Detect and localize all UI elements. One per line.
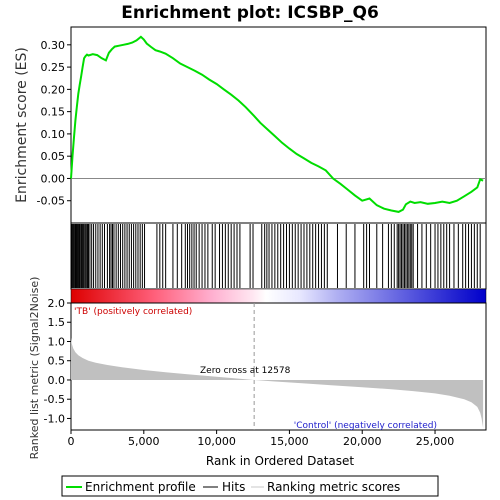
metric-plot-frame [70,302,487,431]
es-y-tick-label: 0.30 [41,39,66,52]
metric-y-tick-label: 1.0 [48,335,66,348]
negative-correlated-label: 'Control' (negatively correlated) [294,421,437,431]
x-tick-label: 20,000 [343,435,382,448]
x-ticks: 0 5,000 10,000 15,000 20,000 25,000 [68,430,455,448]
metric-panel: 2.0 1.5 1.0 0.5 0.0 -0.5 -1.0 0 5,000 10,000 15,0… [28,277,487,468]
x-axis-label: Rank in Ordered Dataset [206,454,354,468]
es-y-ticks: 0.30 0.25 0.20 0.15 0.10 0.05 0.00 -0.05 [37,39,71,208]
metric-y-ticks: 2.0 1.5 1.0 0.5 0.0 -0.5 -1.0 [44,297,71,425]
es-y-tick-label: 0.05 [41,150,66,163]
chart-title: Enrichment plot: ICSBP_Q6 [121,3,379,23]
es-y-axis-label: Enrichment score (ES) [14,47,30,203]
es-plot-frame [70,26,487,224]
legend-label-enrichment: Enrichment profile [85,480,196,494]
es-y-tick-label: 0.10 [41,128,66,141]
legend-box [61,475,439,497]
es-y-tick-label: 0.20 [41,83,66,96]
metric-y-axis-label: Ranked list metric (Signal2Noise) [28,277,41,460]
enrichment-profile-line [70,35,484,213]
hits-panel [70,222,487,304]
legend: Enrichment profile Hits Ranking metric s… [61,475,439,497]
metric-y-tick-label: -0.5 [44,393,65,406]
metric-y-tick-label: 2.0 [48,297,66,310]
x-tick-label: 0 [68,435,75,448]
es-y-tick-label: -0.05 [37,195,65,208]
metric-y-tick-label: 0.0 [48,374,66,387]
hit-markers [71,224,481,288]
metric-y-tick-label: -1.0 [44,412,65,425]
es-y-tick-label: 0.00 [41,172,66,185]
rank-color-bar [70,288,487,304]
zero-cross-label: Zero cross at 12578 [200,366,291,376]
ranking-metric-area [71,337,484,429]
x-tick-label: 10,000 [197,435,236,448]
positive-correlated-label: 'TB' (positively correlated) [74,307,192,317]
es-panel: 0.30 0.25 0.20 0.15 0.10 0.05 0.00 -0.05 Enrich… [14,26,487,224]
legend-label-hits: Hits [222,480,245,494]
metric-y-tick-label: 0.5 [48,355,66,368]
x-tick-label: 25,000 [416,435,455,448]
legend-label-metric: Ranking metric scores [267,480,400,494]
x-tick-label: 15,000 [270,435,309,448]
x-tick-label: 5,000 [128,435,160,448]
es-y-tick-label: 0.25 [41,61,66,74]
metric-y-tick-label: 1.5 [48,316,66,329]
es-y-tick-label: 0.15 [41,106,66,119]
